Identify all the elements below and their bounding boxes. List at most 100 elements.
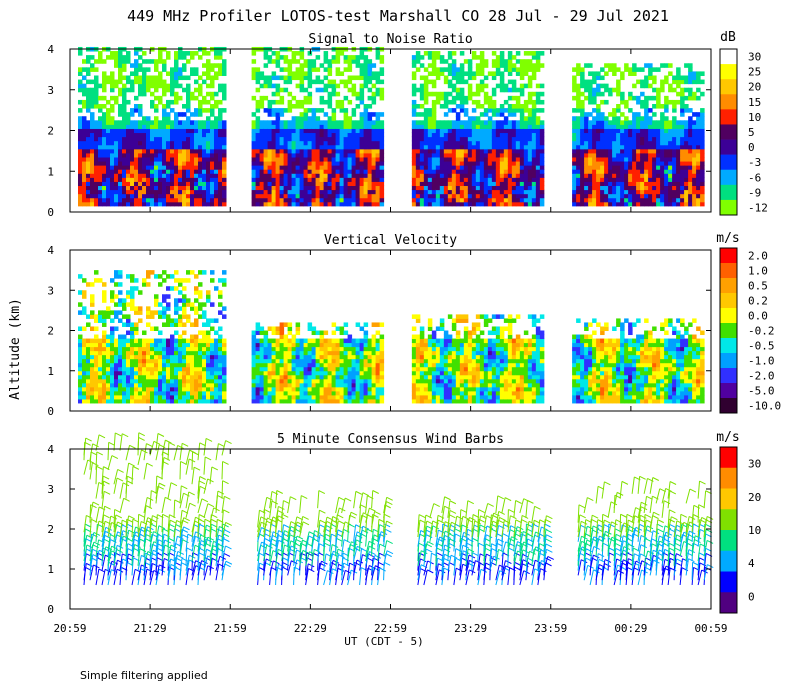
y-tick-label: 3 [47,284,54,297]
filter-note: Simple filtering applied [80,669,208,682]
colorbar-label: -6 [748,171,761,184]
x-tick-label: 00:29 [614,622,647,635]
colorbar-2: 2.0 1.0 0.5 0.2 0.0 -0.2 -0.5 -1.0 -2.0 -5.0 -10.0… [716,231,781,414]
y-tick-label: 2 [47,325,54,338]
colorbar-swatch [720,398,737,414]
panel-2: Vertical Velocity 0 1 2 3 4 2.0 1.0 0.5 0.2 0.0 -0.… [47,231,781,418]
colorbar-label: 0.2 [748,295,768,308]
colorbar-unit: m/s [716,231,739,246]
colorbar-swatch [720,509,737,531]
y-tick-label: 3 [47,84,54,97]
colorbar-swatch [720,64,737,80]
colorbar-label: 0 [748,590,755,603]
colorbar-swatch [720,368,737,384]
colorbar-label: 5 [748,126,755,139]
y-tick-label: 0 [47,603,54,616]
colorbar-swatch [720,248,737,264]
colorbar-label: 30 [748,458,761,471]
panel-title: Vertical Velocity [324,233,457,248]
colorbar-label: 30 [748,51,761,64]
x-tick-label: 22:59 [374,622,407,635]
colorbar-swatch [720,109,737,125]
colorbar-swatch [720,94,737,110]
colorbar-swatch [720,353,737,369]
colorbar-swatch [720,488,737,510]
x-tick-label: 20:59 [53,622,86,635]
plot-area [78,270,705,404]
y-tick-label: 1 [47,365,54,378]
colorbar-label: -12 [748,201,768,214]
colorbar-swatch [720,467,737,489]
colorbar-label: 0 [748,141,755,154]
x-tick-label: 23:59 [534,622,567,635]
colorbar-swatch [720,571,737,593]
colorbar-label: -0.2 [748,325,775,338]
colorbar-label: 2.0 [748,250,768,263]
colorbar-label: 15 [748,96,761,109]
y-tick-label: 1 [47,563,54,576]
y-axis-label: Altitude (km) [8,298,23,400]
colorbar-label: 20 [748,491,761,504]
colorbar-label: 10 [748,524,761,537]
colorbar-label: -9 [748,186,761,199]
colorbar-unit: dB [720,30,736,45]
colorbar-swatch [720,383,737,399]
colorbar-swatch [720,550,737,572]
y-tick-label: 0 [47,405,54,418]
x-axis-label: UT (CDT - 5) [344,635,423,648]
x-tick-label: 21:29 [134,622,167,635]
colorbar-swatch [720,592,737,614]
y-tick-label: 4 [47,443,54,456]
y-tick-label: 4 [47,244,54,257]
colorbar-swatch [720,530,737,552]
colorbar-swatch [720,139,737,155]
panels: Signal to Noise Ratio01234302520151050-3… [47,30,781,616]
colorbar-label: 4 [748,557,755,570]
x-tick-label: 00:59 [694,622,727,635]
colorbar-swatch [720,169,737,186]
colorbar-swatch [720,308,737,324]
colorbar-label: 10 [748,111,761,124]
colorbar-label: -5.0 [748,385,775,398]
colorbar-label: -1.0 [748,355,775,368]
colorbar-swatch [720,154,737,171]
colorbar-label: 0.0 [748,310,768,323]
colorbar-swatch [720,447,737,469]
colorbar-3: 30 20 10 4 0 m/s [716,430,761,614]
panel-title: 5 Minute Consensus Wind Barbs [277,432,504,447]
x-tick-label: 21:59 [214,622,247,635]
colorbar-label: 1.0 [748,265,768,278]
colorbar-label: 25 [748,66,761,79]
y-tick-label: 2 [47,125,54,138]
colorbar-swatch [720,263,737,279]
colorbar-swatch [720,184,737,201]
x-tick-label: 23:29 [454,622,487,635]
colorbar-unit: m/s [716,430,739,445]
panel-1: Signal to Noise Ratio 0 1 2 3 4 30 25 20 15 10 5 0 -3… [47,30,768,219]
plot-area [83,432,714,586]
figure-title: 449 MHz Profiler LOTOS-test Marshall CO … [127,7,669,25]
panel-3: 5 Minute Consensus Wind Barbs 0 1 2 3 4 30 20 10… [47,430,761,616]
colorbar-swatch [720,79,737,95]
time-axis: 20:59 21:29 21:59 22:29 22:59 23:29 23:59 00:29… [53,622,727,635]
y-tick-label: 3 [47,483,54,496]
plot-area [78,46,705,207]
y-tick-label: 2 [47,523,54,536]
colorbar-swatch [720,293,737,309]
colorbar-1: 30 25 20 15 10 5 0 -3 -6 -9 -12 dB [719,30,768,216]
colorbar-label: -2.0 [748,370,775,383]
x-tick-label: 22:29 [294,622,327,635]
y-tick-label: 1 [47,165,54,178]
panel-title: Signal to Noise Ratio [308,32,472,47]
colorbar-label: -3 [748,156,761,169]
colorbar-swatch [720,323,737,339]
y-tick-label: 0 [47,206,54,219]
colorbar-swatch [720,278,737,294]
colorbar-label: 20 [748,81,761,94]
colorbar-swatch [720,199,737,216]
colorbar-label: -10.0 [748,400,781,413]
colorbar-swatch [720,124,737,140]
colorbar-label: 0.5 [748,280,768,293]
y-tick-label: 4 [47,43,54,56]
